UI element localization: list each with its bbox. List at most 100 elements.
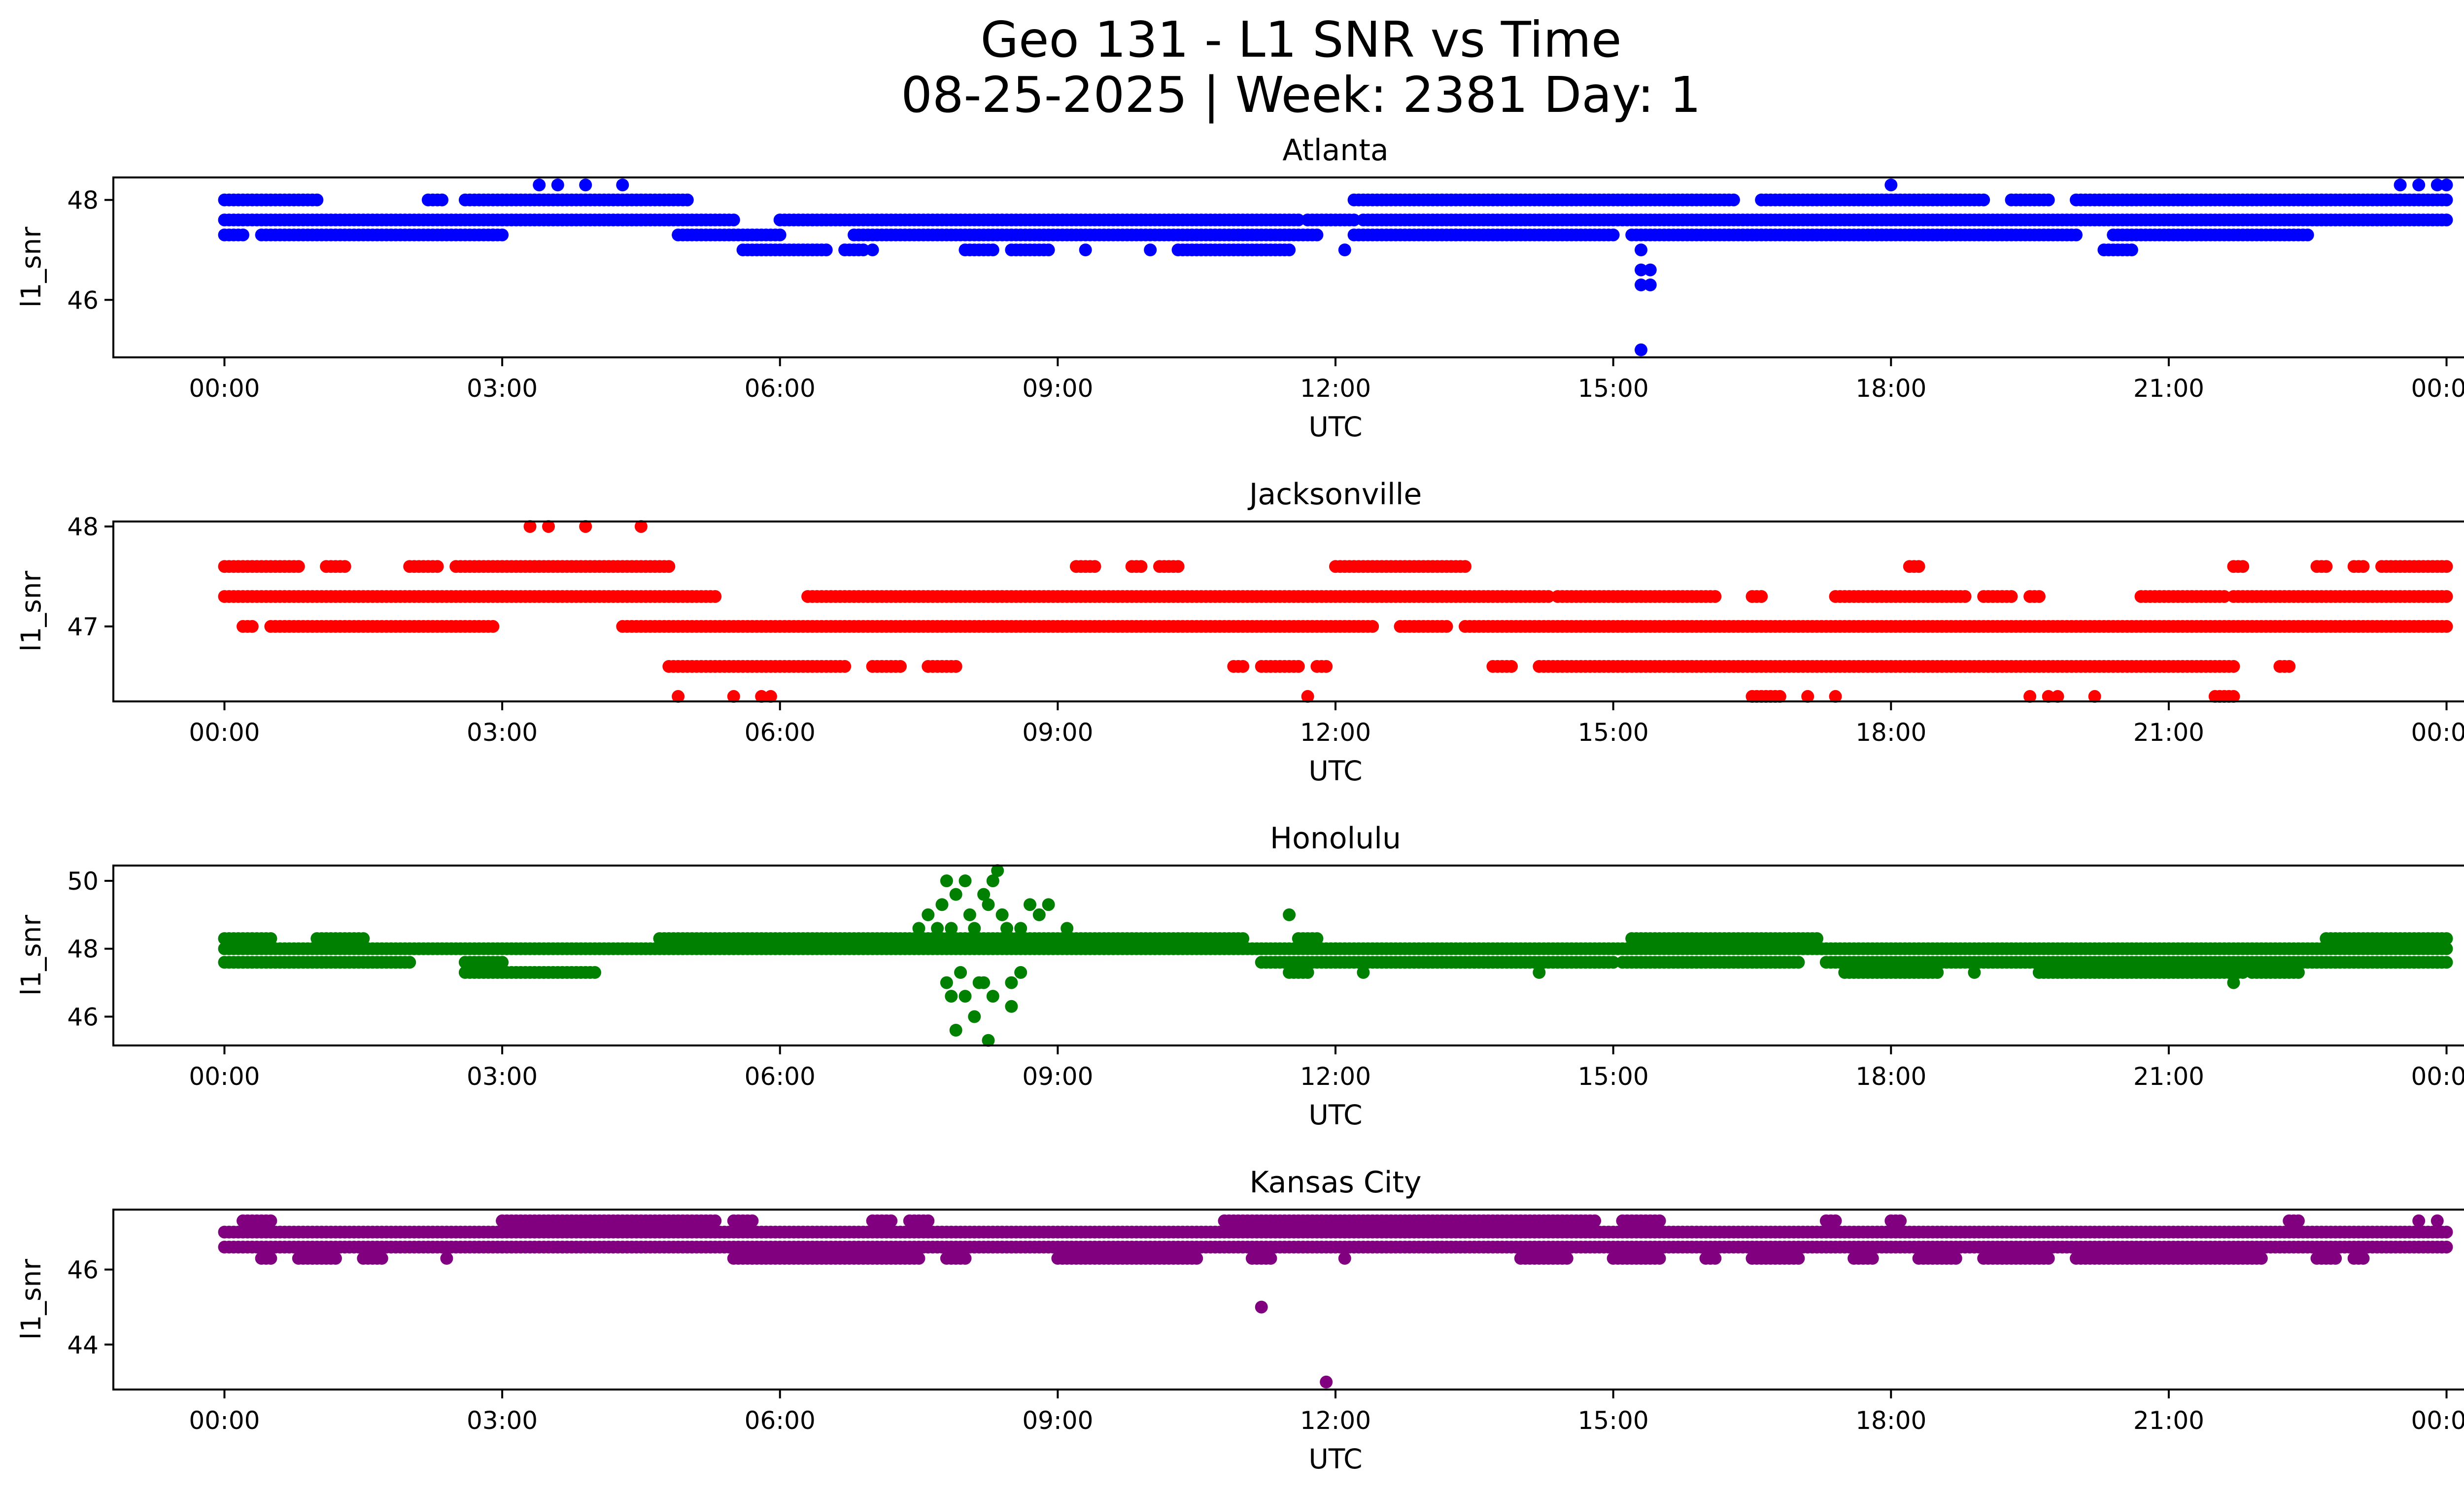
honolulu-data-point: [1014, 922, 1027, 935]
jacksonville-x-axis-label: UTC: [1308, 755, 1362, 787]
kansas-city-data-point: [1653, 1252, 1666, 1265]
jacksonville-data-point: [1440, 620, 1453, 633]
jacksonville-data-point: [245, 620, 259, 633]
kansas-city-data-point: [709, 1214, 722, 1227]
honolulu-data-point: [968, 922, 981, 935]
honolulu-x-tick-label: 12:00: [1300, 1062, 1371, 1091]
honolulu-data-point: [986, 874, 999, 887]
honolulu-data-point: [982, 1034, 995, 1047]
atlanta-x-tick-label: 00:00: [189, 374, 260, 403]
honolulu-data-point: [949, 1024, 962, 1037]
atlanta-data-point: [1635, 278, 1647, 291]
atlanta-panel-title: Atlanta: [1282, 133, 1388, 168]
atlanta-data-point: [551, 178, 564, 192]
honolulu-data-point: [1005, 976, 1018, 989]
honolulu-x-tick-label: 00:00: [2411, 1062, 2464, 1091]
honolulu-data-point: [2107, 966, 2120, 979]
jacksonville-data-point: [431, 560, 444, 573]
honolulu-y-tick-label: 46: [67, 1003, 99, 1031]
jacksonville-data-point: [838, 660, 852, 673]
jacksonville-x-tick-label: 06:00: [745, 718, 816, 747]
honolulu-x-axis-label: UTC: [1308, 1099, 1362, 1131]
atlanta-data-point: [2440, 178, 2453, 192]
honolulu-data-point: [496, 956, 509, 969]
atlanta-data-point: [866, 243, 879, 256]
kansas-city-data-point: [2440, 1241, 2453, 1253]
kansas-city-data-point: [1560, 1252, 1574, 1265]
atlanta-points: [218, 178, 2453, 356]
honolulu-data-point: [2227, 976, 2240, 989]
jacksonville-data-point: [894, 660, 907, 673]
jacksonville-data-point: [1709, 590, 1722, 603]
atlanta-data-point: [2042, 193, 2055, 207]
honolulu-data-point: [357, 932, 370, 945]
honolulu-data-point: [403, 956, 416, 969]
atlanta-data-point: [856, 243, 870, 256]
honolulu-data-point: [1236, 932, 1250, 945]
honolulu-data-point: [968, 1010, 981, 1023]
jacksonville-x-tick-label: 18:00: [1855, 718, 1926, 747]
atlanta-data-point: [1079, 243, 1092, 256]
atlanta-data-point: [237, 228, 249, 242]
jacksonville-data-point: [672, 690, 685, 703]
jacksonville-x-tick-label: 21:00: [2133, 718, 2204, 747]
jacksonville-data-point: [2005, 590, 2018, 603]
honolulu-panel-title: Honolulu: [1270, 821, 1401, 856]
atlanta-x-tick-label: 12:00: [1300, 374, 1371, 403]
atlanta-data-point: [681, 193, 694, 207]
atlanta-data-point: [1643, 278, 1657, 291]
jacksonville-data-point: [2320, 560, 2333, 573]
atlanta-data-point: [1292, 213, 1305, 227]
honolulu-data-point: [1533, 966, 1546, 979]
honolulu-data-point: [1931, 966, 1944, 979]
honolulu-data-point: [940, 874, 953, 887]
jacksonville-data-point: [2042, 690, 2055, 703]
atlanta-data-point: [1643, 263, 1657, 277]
jacksonville-data-point: [2357, 560, 2370, 573]
kansas-city-data-point: [1829, 1214, 1842, 1227]
kansas-city-data-point: [375, 1252, 388, 1265]
honolulu-data-point: [2440, 932, 2453, 945]
jacksonville-y-tick-label: 47: [67, 613, 99, 641]
honolulu-data-point: [991, 864, 1004, 877]
jacksonville-data-point: [1912, 560, 1925, 573]
atlanta-data-point: [486, 228, 500, 242]
kansas-city-data-point: [264, 1214, 277, 1227]
honolulu-data-point: [954, 966, 967, 979]
honolulu-y-tick-label: 48: [67, 935, 99, 964]
jacksonville-data-point: [634, 520, 648, 533]
atlanta-data-point: [1144, 243, 1157, 256]
jacksonville-data-point: [1088, 560, 1101, 573]
jacksonville-data-point: [1459, 560, 1472, 573]
jacksonville-data-point: [1773, 690, 1786, 703]
honolulu-data-point: [1301, 966, 1314, 979]
honolulu-data-point: [1014, 966, 1027, 979]
jacksonville-data-point: [1236, 660, 1250, 673]
honolulu-data-point: [977, 976, 991, 989]
jacksonville-data-point: [2227, 660, 2240, 673]
honolulu-x-tick-label: 15:00: [1578, 1062, 1649, 1091]
atlanta-data-point: [1347, 213, 1361, 227]
honolulu-x-tick-label: 09:00: [1022, 1062, 1093, 1091]
jacksonville-data-point: [2440, 620, 2453, 633]
jacksonville-data-point: [662, 560, 676, 573]
honolulu-data-point: [963, 908, 976, 921]
honolulu-data-point: [1005, 1000, 1018, 1013]
atlanta-data-point: [820, 243, 833, 256]
jacksonville-data-point: [949, 660, 962, 673]
kansas-city-points: [218, 1214, 2453, 1389]
jacksonville-data-point: [2051, 690, 2064, 703]
jacksonville-x-tick-label: 03:00: [467, 718, 538, 747]
honolulu-data-point: [1357, 966, 1370, 979]
kansas-city-data-point: [1264, 1252, 1277, 1265]
jacksonville-data-point: [1755, 590, 1768, 603]
jacksonville-data-point: [2227, 690, 2240, 703]
honolulu-data-point: [995, 908, 1009, 921]
kansas-city-data-point: [329, 1252, 342, 1265]
atlanta-data-point: [1607, 228, 1620, 242]
